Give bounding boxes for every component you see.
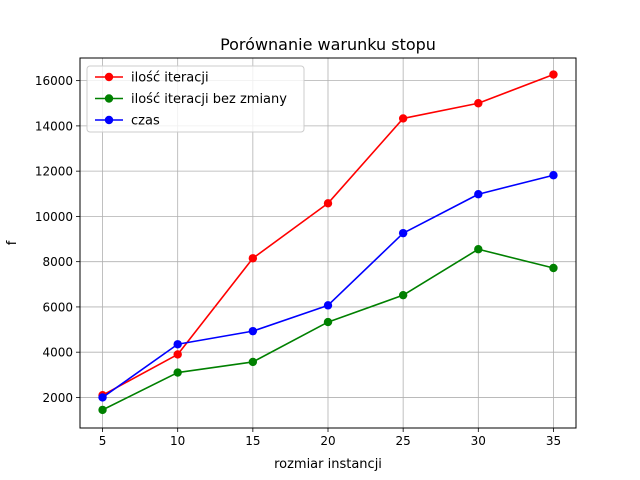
y-tick-label: 8000 (42, 255, 73, 269)
x-tick-label: 30 (471, 434, 486, 448)
legend-label: ilość iteracji bez zmiany (131, 92, 287, 107)
legend-box (86, 65, 305, 133)
series-layer (98, 70, 558, 415)
x-tick-label: 20 (320, 434, 335, 448)
data-point (474, 245, 483, 254)
legend-entries: ilość iteracji ilość iteracji bez zmiany c… (95, 71, 287, 129)
y-tick-label: 16000 (35, 74, 73, 88)
data-point (248, 357, 258, 367)
data-point (398, 290, 408, 300)
data-point (323, 317, 333, 327)
legend-entry: ilość iteracji bez zmiany (95, 92, 287, 107)
y-tick-label: 2000 (42, 391, 73, 405)
data-point (549, 263, 558, 273)
data-point (248, 326, 258, 336)
x-tick-label: 15 (245, 434, 260, 448)
series-1 (98, 70, 558, 400)
series-3 (98, 171, 558, 402)
x-axis-label: rozmiar instancji (274, 457, 382, 472)
legend-entry: ilość iteracji (95, 71, 209, 86)
chart-title: Porównanie warunku stopu (220, 35, 436, 54)
data-point (173, 350, 182, 359)
legend-marker (104, 115, 114, 125)
data-point (398, 114, 408, 123)
y-tick-label: 12000 (35, 165, 73, 179)
data-point (98, 393, 107, 402)
legend-marker (104, 72, 114, 82)
y-tick-label: 14000 (35, 119, 73, 133)
data-point (549, 171, 558, 180)
data-point (173, 368, 182, 377)
legend-marker (104, 94, 114, 103)
data-point (323, 301, 333, 310)
x-tick-label: 10 (170, 434, 185, 448)
y-tick-label: 6000 (42, 300, 73, 314)
x-tick-label: 5 (99, 434, 107, 448)
data-point (474, 190, 483, 199)
legend-label: czas (131, 114, 160, 129)
legend-label: ilość iteracji (131, 71, 209, 86)
x-tick-label: 25 (396, 434, 411, 448)
legend: ilość iteracji ilość iteracji bez zmiany c… (86, 65, 305, 133)
data-point (549, 70, 558, 79)
data-point (98, 405, 107, 415)
data-point (474, 99, 483, 108)
x-tick-label: 35 (546, 434, 561, 448)
data-point (398, 228, 408, 238)
data-point (323, 199, 333, 208)
series-2 (98, 245, 558, 415)
tick-layer: 5 10 15 20 25 30 35 2000 4000 6000 8000 10000 12000 1… (35, 74, 561, 448)
legend-entry: czas (95, 114, 160, 129)
y-tick-label: 4000 (42, 346, 73, 360)
data-point (173, 340, 182, 349)
data-point (248, 254, 258, 263)
y-tick-label: 10000 (35, 210, 73, 224)
y-axis-label: f (5, 240, 20, 245)
